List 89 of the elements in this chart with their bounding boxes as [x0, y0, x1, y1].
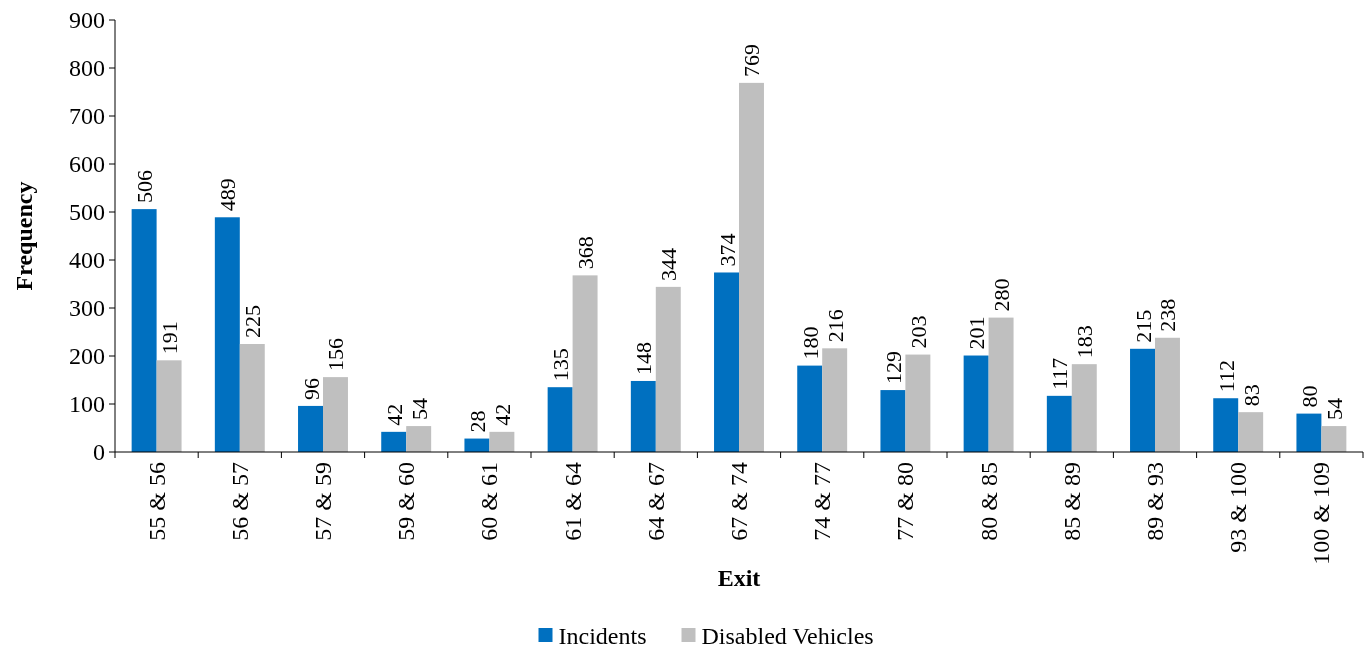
- data-label: 201: [964, 316, 990, 350]
- data-label: 129: [880, 351, 906, 385]
- x-tick-label: 74 & 77: [809, 462, 836, 541]
- x-tick-label: 89 & 93: [1142, 462, 1168, 541]
- bar: [131, 209, 157, 452]
- x-tick-label: 55 & 56: [143, 462, 170, 541]
- data-label: 42: [381, 403, 407, 426]
- legend-label: Disabled Vehicles: [701, 623, 874, 650]
- data-label: 769: [739, 43, 765, 77]
- bar: [905, 354, 931, 452]
- data-label: 280: [989, 278, 1015, 312]
- bar: [1238, 412, 1264, 452]
- bar: [655, 286, 681, 452]
- bar: [1296, 413, 1322, 452]
- x-tick-label: 61 & 64: [559, 462, 586, 541]
- bar: [1155, 337, 1180, 452]
- data-label: 216: [822, 309, 848, 343]
- bar: [739, 82, 764, 452]
- bar: [822, 348, 848, 452]
- x-tick-label: 93 & 100: [1225, 462, 1252, 553]
- data-label: 135: [548, 348, 574, 382]
- x-tick-label: 56 & 57: [226, 462, 253, 541]
- data-label: 489: [215, 178, 241, 212]
- bar: [214, 217, 240, 452]
- x-tick-label: 67 & 74: [726, 462, 752, 541]
- data-label: 112: [1213, 360, 1239, 393]
- bar: [381, 431, 407, 452]
- data-label: 368: [573, 236, 599, 270]
- y-tick-label: 500: [69, 199, 105, 226]
- bar: [1213, 398, 1239, 452]
- x-tick-label: 100 & 109: [1308, 462, 1335, 565]
- bar: [489, 431, 515, 452]
- y-axis-title: Frequency: [11, 181, 37, 291]
- data-label: 156: [323, 338, 349, 372]
- x-tick-label: 57 & 59: [310, 462, 336, 541]
- data-label: 238: [1155, 298, 1181, 332]
- data-label: 148: [631, 341, 657, 375]
- bar: [1046, 395, 1072, 452]
- data-label: 83: [1238, 384, 1264, 407]
- bar: [714, 272, 739, 452]
- y-tick-label: 200: [69, 343, 105, 370]
- x-tick-label: 85 & 89: [1058, 462, 1085, 541]
- y-tick-label: 100: [69, 391, 105, 418]
- x-tick-label: 59 & 60: [393, 462, 420, 541]
- y-tick-label: 900: [69, 7, 105, 34]
- y-tick-label: 600: [69, 151, 105, 178]
- data-label: 374: [714, 233, 740, 267]
- data-label: 54: [1321, 398, 1347, 421]
- y-tick-label: 0: [93, 439, 105, 466]
- x-axis-title: Exit: [717, 565, 761, 591]
- bar: [464, 438, 490, 452]
- x-tick-label: 60 & 61: [476, 462, 503, 541]
- data-label: 191: [157, 321, 183, 355]
- y-tick-label: 700: [69, 103, 105, 130]
- bar: [239, 344, 265, 452]
- data-label: 203: [905, 315, 931, 349]
- bar: [298, 405, 323, 452]
- data-label: 180: [797, 326, 823, 360]
- y-tick-label: 300: [69, 295, 105, 322]
- bar: [1130, 348, 1155, 452]
- data-label: 344: [656, 247, 682, 281]
- bar: [547, 387, 573, 452]
- legend-label: Incidents: [558, 623, 647, 650]
- y-tick-label: 800: [69, 55, 105, 82]
- bar: [797, 365, 823, 452]
- bar: [572, 275, 598, 452]
- bar: [156, 360, 182, 452]
- data-label: 54: [406, 398, 432, 421]
- data-label: 215: [1130, 309, 1156, 343]
- data-label: 42: [489, 403, 515, 426]
- x-tick-label: 77 & 80: [892, 462, 919, 541]
- bar: [1071, 364, 1097, 452]
- data-label: 28: [464, 410, 490, 433]
- data-label: 183: [1072, 325, 1098, 359]
- bar: [406, 426, 432, 452]
- bar: [323, 377, 348, 452]
- bar: [963, 355, 989, 452]
- data-label: 96: [298, 377, 324, 400]
- y-tick-label: 400: [69, 247, 105, 274]
- data-label: 506: [132, 170, 158, 204]
- bar: [1321, 426, 1347, 452]
- data-label: 225: [240, 305, 266, 338]
- bar: [988, 317, 1014, 452]
- x-tick-label: 80 & 85: [975, 462, 1002, 541]
- data-label: 80: [1296, 385, 1322, 408]
- data-label: 117: [1047, 357, 1073, 390]
- bar: [630, 380, 656, 452]
- bar: [880, 390, 906, 452]
- x-tick-label: 64 & 67: [642, 462, 669, 541]
